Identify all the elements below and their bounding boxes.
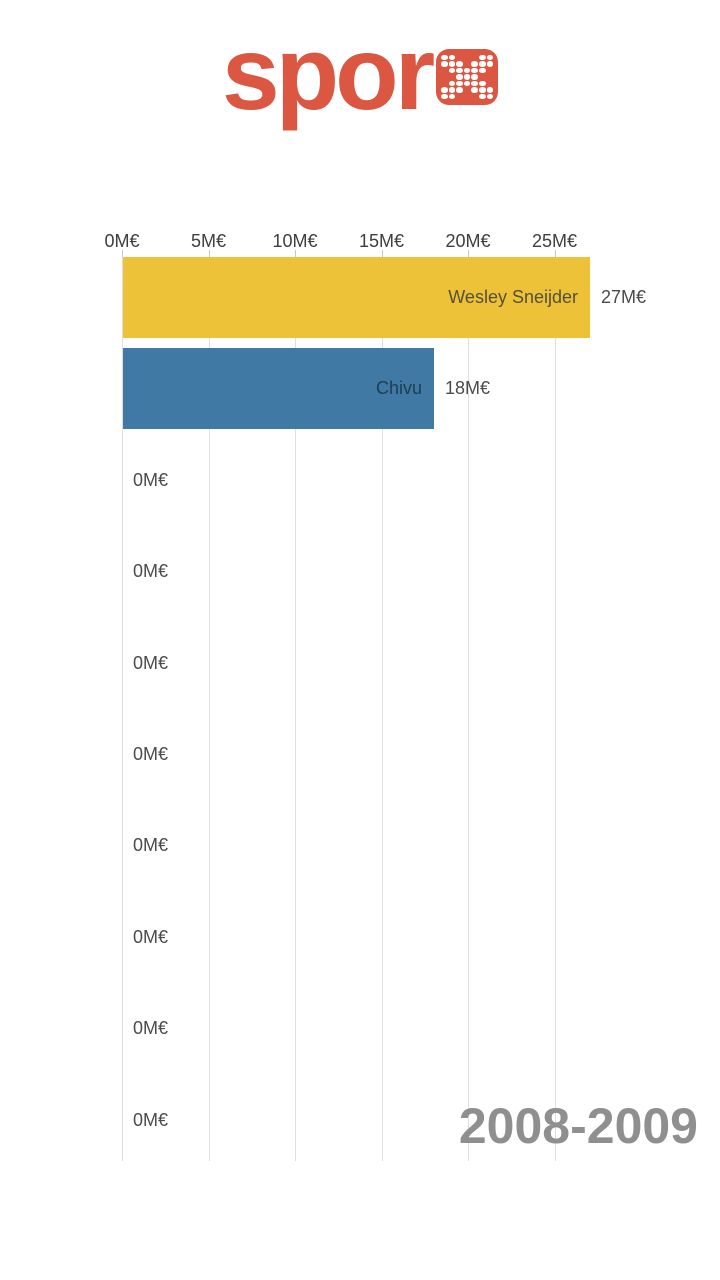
bar-value-label: 0M€ (133, 469, 169, 490)
logo-dot (448, 67, 456, 74)
logo-text: spor (221, 16, 435, 132)
axis-tick-label: 5M€ (190, 231, 227, 251)
logo-dot (441, 93, 448, 99)
bar-row: Wesley Sneijder 27M€ (0, 257, 720, 338)
bar-row: 0M€ (0, 897, 720, 978)
logo-dot (456, 87, 463, 93)
axis-tick-mark (295, 250, 296, 257)
bar-value-label: 0M€ (133, 1018, 169, 1039)
logo-dot (463, 74, 471, 80)
logo-dot (463, 80, 471, 87)
bar-row: 0M€ (0, 805, 720, 886)
logo-dot (471, 74, 479, 80)
axis-tick-mark (122, 250, 123, 257)
sporx-logo: spor (221, 16, 499, 132)
logo-dot (486, 87, 494, 93)
gridline (208, 250, 210, 1161)
gridline (295, 250, 296, 1161)
bar-value-label: 0M€ (133, 835, 169, 856)
logo-dot (479, 67, 486, 74)
bar-row: 0M€ (0, 623, 720, 704)
bar-row: 0M€ (0, 1080, 720, 1161)
bar-value-label: 18M€ (445, 378, 491, 399)
gridline (468, 250, 469, 1161)
logo-dot (441, 87, 448, 93)
logo-dot (463, 67, 471, 74)
axis-tick-label: 15M€ (358, 231, 405, 251)
period-label: 2008-2009 (458, 1098, 698, 1154)
axis-tick-label: 25M€ (531, 231, 578, 251)
axis-tick-mark (554, 250, 556, 257)
logo-dot (471, 61, 479, 67)
bar-name-label: Wesley Sneijder (448, 287, 578, 307)
logo-dot (471, 87, 479, 93)
logo-dot (456, 80, 463, 87)
bar: Chivu (123, 348, 434, 430)
logo-dot (448, 93, 456, 99)
logo-dot (448, 61, 456, 67)
dot-x-icon (436, 49, 499, 105)
bar-value-label: 27M€ (601, 287, 647, 307)
bar-row: 0M€ (0, 531, 720, 612)
gridline (381, 250, 383, 1161)
logo-dot (471, 67, 479, 74)
axis-tick-label: 20M€ (445, 231, 491, 251)
bar-value-label: 0M€ (133, 744, 169, 764)
bar-value-label: 0M€ (133, 652, 169, 673)
header: spor (0, 0, 720, 190)
bar-value-label: 0M€ (133, 561, 169, 582)
bar-name-label: Chivu (375, 378, 422, 399)
logo-dot (471, 80, 479, 87)
logo-dot (486, 93, 494, 99)
logo-dot (448, 80, 456, 87)
bar-value-label: 0M€ (133, 926, 169, 947)
axis-tick-label: 10M€ (272, 231, 318, 251)
logo-dot (456, 67, 463, 74)
logo-dot (479, 55, 486, 61)
bar: Wesley Sneijder (123, 257, 590, 338)
logo-dot (479, 93, 486, 99)
logo-dot (486, 55, 494, 61)
logo-dot (448, 55, 456, 61)
logo-dot (456, 74, 463, 80)
logo-dot (479, 61, 486, 67)
logo-dot (456, 61, 463, 67)
bar-row: 0M€ (0, 714, 720, 795)
gridline (122, 250, 123, 1161)
axis-tick-mark (381, 250, 383, 257)
logo-dot (479, 80, 486, 87)
bar-row: 0M€ (0, 988, 720, 1069)
gridline (554, 250, 556, 1161)
logo-dot (441, 55, 448, 61)
logo-dot (486, 61, 494, 67)
bar-value-label: 0M€ (133, 1109, 169, 1130)
logo-dot (479, 87, 486, 93)
axis-tick-mark (208, 250, 210, 257)
logo-dot (448, 87, 456, 93)
bar-row: 0M€ (0, 440, 720, 521)
axis-tick-label: 0M€ (104, 231, 140, 251)
bar-row: Chivu 18M€ (0, 348, 720, 430)
logo-dot (441, 61, 448, 67)
axis-tick-mark (468, 250, 469, 257)
